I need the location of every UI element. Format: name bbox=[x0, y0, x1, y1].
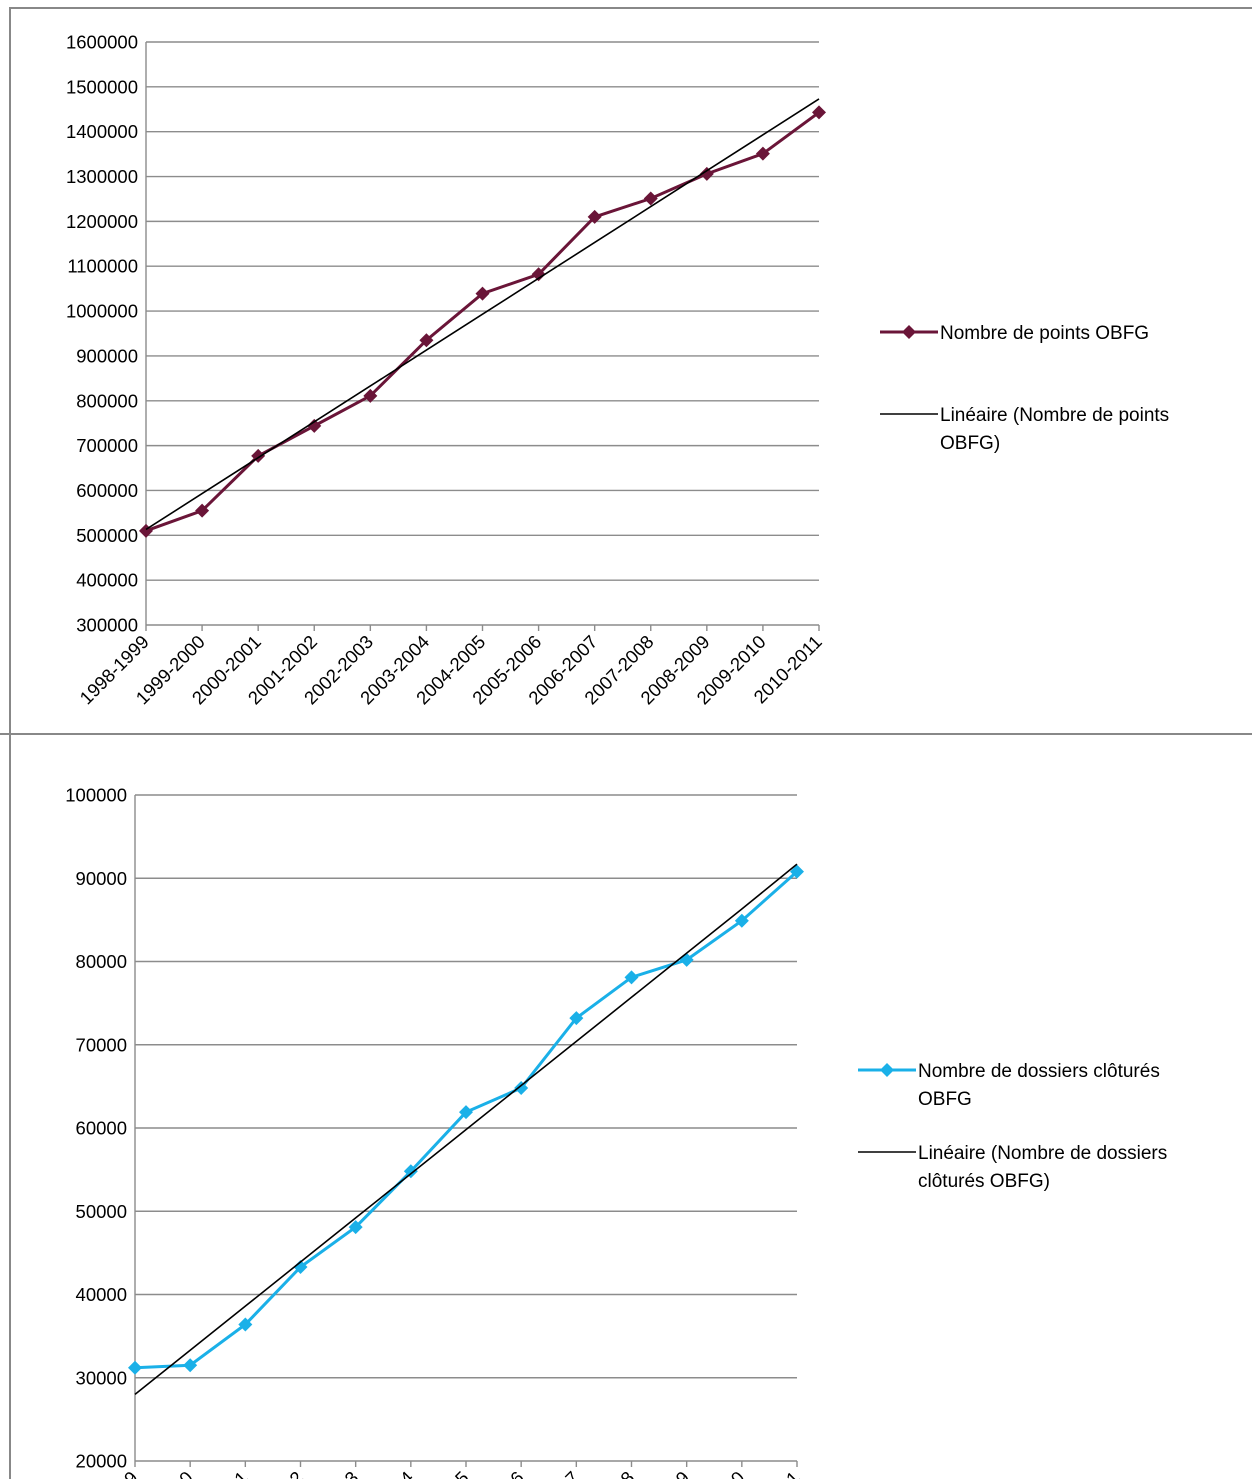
chart-2-y-tick-label: 40000 bbox=[76, 1284, 127, 1305]
chart-1-legend-label: Linéaire (Nombre de points bbox=[940, 405, 1169, 426]
chart-2-data-point bbox=[128, 1360, 142, 1375]
chart-2-data-point bbox=[790, 864, 804, 879]
chart-2-legend-marker bbox=[880, 1063, 894, 1077]
chart-1-trendline bbox=[145, 98, 820, 531]
chart-2-data-point bbox=[734, 913, 749, 928]
chart-2-data-point bbox=[348, 1220, 363, 1235]
chart-1-data-point bbox=[195, 503, 210, 518]
chart-1-y-tick-label: 1100000 bbox=[67, 256, 138, 277]
chart-1-data-point bbox=[812, 105, 826, 120]
chart-2-legend-label: Nombre de dossiers clôturés bbox=[918, 1061, 1160, 1082]
chart-2-y-tick-label: 100000 bbox=[65, 785, 127, 806]
chart-1-data-point bbox=[643, 191, 658, 206]
chart-1-data-point bbox=[475, 286, 490, 301]
chart-2-data-point bbox=[293, 1260, 308, 1275]
chart-1-frame bbox=[0, 7, 1252, 735]
chart-2-y-tick-label: 80000 bbox=[76, 951, 127, 972]
chart-2-y-tick-label: 60000 bbox=[76, 1118, 127, 1139]
chart-2-data-point bbox=[624, 970, 639, 985]
chart-1-y-tick-label: 1200000 bbox=[66, 211, 138, 232]
chart-2-trendline bbox=[134, 863, 798, 1396]
chart-dossiers-clotures-obfg: 20000 30000 40000 50000 60000 70000 80000 90000… bbox=[64, 785, 1167, 1479]
chart-2-data-point bbox=[403, 1164, 418, 1179]
chart-2-data-point bbox=[238, 1317, 253, 1332]
chart-1-data-point bbox=[587, 209, 602, 224]
chart-1-series-line bbox=[145, 111, 820, 533]
chart-1-legend-label: OBFG) bbox=[940, 433, 1000, 454]
chart-2-data-point bbox=[514, 1081, 529, 1096]
chart-2-data-point bbox=[459, 1105, 473, 1120]
chart-1-y-tick-label: 1000000 bbox=[66, 301, 138, 322]
chart-2-legend-label: clôturés OBFG) bbox=[918, 1171, 1050, 1192]
chart-1-y-tick-label: 700000 bbox=[76, 435, 138, 456]
chart-2-data-point bbox=[569, 1011, 584, 1026]
chart-2-series-line bbox=[134, 870, 798, 1370]
chart-2-y-tick-label: 50000 bbox=[76, 1201, 127, 1222]
chart-1-y-tick-label: 600000 bbox=[76, 480, 138, 501]
chart-1-y-tick-label: 1500000 bbox=[66, 76, 138, 97]
chart-1-y-tick-label: 400000 bbox=[76, 570, 138, 591]
chart-2-data-point bbox=[183, 1358, 198, 1373]
chart-2-legend-label: Linéaire (Nombre de dossiers bbox=[918, 1143, 1167, 1164]
chart-1-data-point bbox=[531, 267, 546, 282]
chart-1-y-tick-label: 1300000 bbox=[66, 166, 138, 187]
chart-1-data-point bbox=[307, 418, 322, 433]
chart-2-y-tick-label: 70000 bbox=[76, 1034, 127, 1055]
chart-1-data-point bbox=[419, 333, 434, 348]
chart-1-y-tick-label: 500000 bbox=[76, 525, 138, 546]
chart-1-y-tick-label: 300000 bbox=[76, 615, 138, 636]
chart-points-obfg: 300000 400000 500000 600000 700000 800000 9000… bbox=[66, 32, 1169, 709]
chart-1-legend-marker bbox=[902, 325, 916, 339]
chart-2-y-tick-label: 30000 bbox=[76, 1367, 127, 1388]
chart-1-legend-label: Nombre de points OBFG bbox=[940, 323, 1149, 344]
chart-1-data-point bbox=[363, 388, 378, 403]
chart-1-y-tick-label: 1400000 bbox=[66, 121, 138, 142]
chart-2-y-tick-label: 20000 bbox=[76, 1451, 127, 1472]
chart-2-frame bbox=[9, 733, 1252, 1479]
chart-2-legend-label: OBFG bbox=[918, 1089, 972, 1110]
chart-1-data-point bbox=[755, 146, 770, 161]
chart-1-y-tick-label: 900000 bbox=[76, 345, 138, 366]
chart-1-y-tick-label: 1600000 bbox=[66, 32, 138, 53]
chart-1-data-point bbox=[699, 166, 714, 181]
chart-1-y-tick-label: 800000 bbox=[76, 390, 138, 411]
chart-2-y-tick-label: 90000 bbox=[76, 868, 127, 889]
